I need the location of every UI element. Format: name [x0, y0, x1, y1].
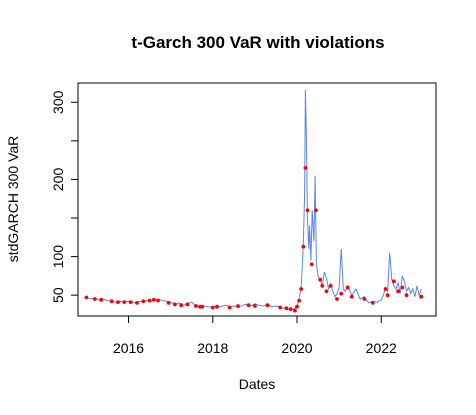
x-tick-label: 2018	[197, 340, 228, 356]
violation-point	[210, 305, 215, 310]
y-tick-label: 50	[50, 287, 66, 303]
violation-point	[166, 301, 171, 305]
y-axis-label: stdGARCH 300 VaR	[5, 136, 21, 263]
violation-point	[147, 298, 152, 303]
violation-layer	[84, 166, 424, 313]
violation-point	[173, 302, 177, 307]
violation-point	[92, 297, 97, 301]
violation-point	[305, 208, 310, 213]
violation-point	[349, 294, 354, 299]
violation-point	[200, 304, 205, 309]
x-tick-label: 2016	[113, 340, 144, 356]
violation-point	[284, 306, 289, 311]
y-tick-label: 100	[50, 245, 66, 269]
violation-point	[215, 304, 219, 309]
violation-point	[128, 300, 133, 304]
violation-point	[297, 298, 301, 303]
violation-point	[295, 304, 299, 309]
y-tick-label: 200	[50, 168, 66, 192]
series-layer	[86, 89, 422, 311]
x-axis-label: Dates	[239, 376, 276, 392]
violation-point	[227, 305, 232, 310]
violation-point	[99, 297, 104, 302]
violation-point	[314, 208, 318, 213]
x-tick-label: 2020	[281, 340, 312, 356]
violation-point	[179, 303, 184, 308]
violation-point	[339, 291, 344, 296]
violation-point	[318, 277, 323, 282]
violation-point	[185, 302, 190, 307]
violation-point	[288, 307, 293, 311]
violation-point	[194, 304, 198, 308]
violation-point	[309, 262, 314, 267]
violation-point	[122, 300, 127, 304]
violation-point	[299, 287, 304, 291]
violation-point	[84, 295, 89, 300]
y-axis: 50 100 200 300	[50, 90, 78, 303]
violation-point	[135, 301, 139, 305]
y-tick-label: 300	[50, 90, 66, 114]
violation-point	[385, 293, 390, 298]
x-axis: 2016 2018 2020 2022	[113, 316, 397, 356]
violation-point	[419, 294, 424, 299]
violation-point	[156, 298, 160, 303]
violation-point	[383, 287, 388, 291]
violation-point	[335, 297, 339, 301]
violation-point	[278, 305, 283, 310]
violation-point	[370, 301, 375, 305]
violation-point	[265, 303, 270, 308]
violation-point	[293, 308, 297, 313]
plot-frame	[77, 82, 437, 317]
violation-point	[345, 285, 350, 290]
violation-point	[362, 297, 367, 301]
violation-point	[151, 297, 156, 302]
violation-point	[109, 299, 114, 304]
var-series-line	[86, 89, 422, 311]
violation-point	[301, 244, 306, 249]
violation-point	[141, 299, 146, 304]
violation-point	[396, 289, 400, 294]
violation-point	[324, 289, 329, 294]
violation-point	[253, 304, 257, 308]
violation-point	[404, 293, 409, 298]
violation-point	[246, 303, 251, 308]
violation-point	[320, 284, 325, 288]
violation-point	[392, 279, 396, 284]
x-tick-label: 2022	[366, 340, 397, 356]
violation-point	[328, 284, 333, 288]
violation-point	[303, 166, 308, 170]
violation-point	[116, 300, 120, 304]
chart-title: t-Garch 300 VaR with violations	[131, 33, 384, 52]
violation-point	[236, 304, 240, 308]
violation-point	[400, 285, 405, 290]
